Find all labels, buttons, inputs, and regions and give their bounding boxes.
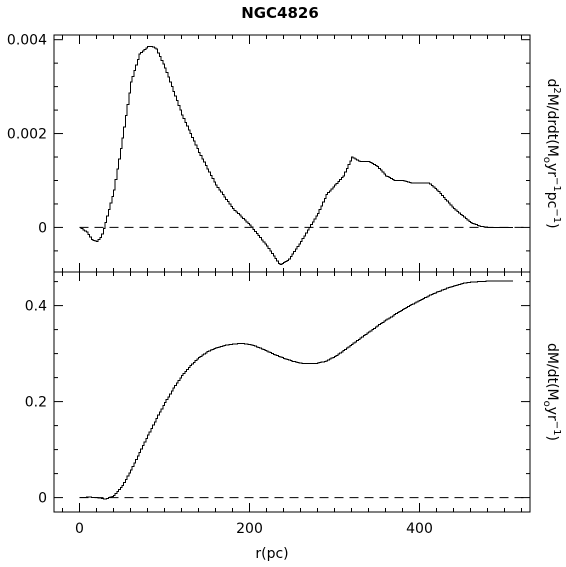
x-tick-label: 200: [236, 521, 263, 537]
y-axis-label-part: 2: [551, 87, 562, 93]
y-axis-label-part: yr: [544, 163, 560, 177]
y-tick-label: 0.2: [25, 395, 47, 411]
y-axis-label-part: ): [544, 223, 560, 228]
y-axis-label-part: dM/dt(M: [544, 343, 560, 401]
y-axis-label: d2M/drdt(Moyr−1pc−1): [541, 78, 562, 228]
y-tick-label: 0.4: [25, 299, 47, 315]
y-axis-label-part: pc: [544, 192, 560, 209]
y-tick-label: 0.004: [7, 33, 47, 49]
panel-frame: [53, 34, 531, 273]
x-tick-labels: 0 200 400: [75, 521, 433, 537]
y-axis-label-part: −1: [551, 421, 562, 436]
y-axis-label-part: yr: [544, 407, 560, 421]
y-axis-label-part: ): [544, 436, 560, 441]
y-axis-label-part: d: [544, 78, 560, 87]
y-axis-label-part: o: [541, 157, 552, 163]
x-axis-label: r(pc): [255, 546, 288, 562]
bottom-panel: 0 0.2 0.4 dM/dt(Moyr−1): [25, 271, 562, 513]
y-axis-label-part: −1: [551, 208, 562, 223]
x-tick-label: 400: [406, 521, 433, 537]
y-tick-label: 0: [38, 220, 47, 236]
y-tick-label: 0.002: [7, 127, 47, 143]
series-line: [79, 46, 513, 265]
y-tick-label: 0: [38, 491, 47, 507]
x-tick-label: 0: [75, 521, 84, 537]
y-axis-label-part: −1: [551, 177, 562, 192]
y-axis-label: dM/dt(Moyr−1): [541, 343, 562, 441]
y-axis-label-part: o: [541, 401, 552, 407]
panel-frame: [53, 271, 531, 513]
chart-title: NGC4826: [241, 4, 319, 22]
series-line: [79, 280, 513, 500]
y-axis-label-part: M/drdt(M: [544, 94, 560, 157]
